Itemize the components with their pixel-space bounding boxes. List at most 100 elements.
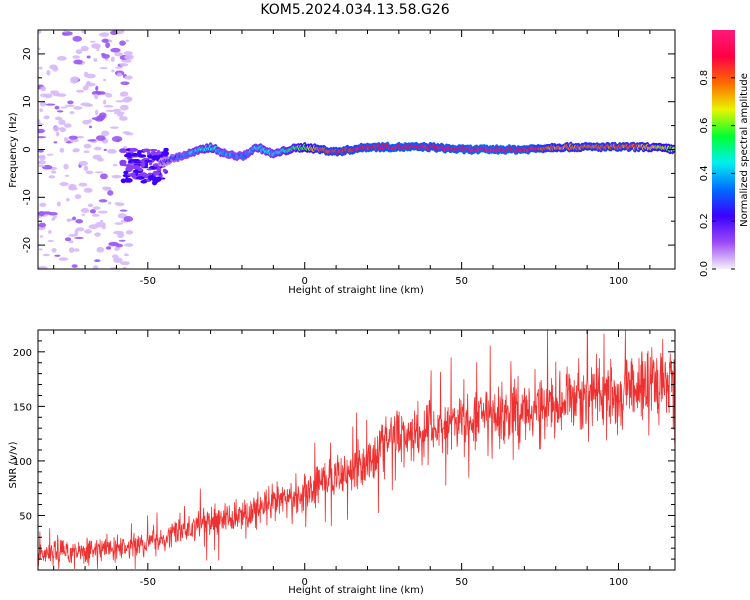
noise-blob — [48, 175, 56, 179]
noise-blob — [91, 43, 101, 49]
noise-blob — [102, 99, 107, 105]
noise-blob — [38, 136, 47, 139]
noise-blob — [83, 165, 89, 172]
noise-blob — [56, 55, 67, 61]
noise-blob — [119, 63, 129, 67]
noise-blob — [129, 147, 139, 152]
noise-blob — [133, 161, 141, 164]
noise-blob — [115, 243, 123, 248]
noise-blob — [108, 201, 112, 205]
noise-blob — [72, 216, 76, 221]
noise-blob — [109, 126, 119, 129]
noise-blob — [72, 35, 83, 42]
noise-blob — [86, 73, 96, 79]
noise-blob — [118, 239, 126, 242]
noise-blob — [55, 131, 60, 137]
noise-blob — [135, 170, 139, 176]
noise-blob — [123, 170, 129, 175]
noise-blob — [95, 135, 106, 141]
noise-blob — [52, 215, 57, 219]
noise-blob — [83, 143, 92, 149]
noise-blob — [42, 253, 50, 257]
noise-blob — [38, 66, 43, 70]
noise-blob — [81, 30, 86, 34]
y-tick-label: 100 — [13, 457, 32, 468]
noise-blob — [123, 216, 134, 222]
y-tick-label: 10 — [22, 95, 33, 108]
noise-blob — [144, 159, 152, 163]
noise-blob — [131, 152, 139, 157]
noise-blob — [111, 136, 123, 142]
noise-blob — [101, 38, 109, 43]
noise-blob — [88, 125, 93, 129]
noise-blob — [52, 65, 59, 72]
noise-blob — [142, 148, 151, 153]
noise-blob — [78, 182, 88, 187]
noise-blob — [119, 40, 126, 46]
noise-blob — [68, 247, 75, 253]
noise-blob — [87, 139, 97, 142]
noise-blob — [64, 104, 75, 108]
noise-blob — [66, 197, 70, 202]
noise-blob — [63, 30, 68, 33]
noise-blob — [119, 148, 127, 154]
snr-xlabel: Height of straight line (km) — [288, 585, 424, 596]
noise-blob — [86, 80, 91, 87]
noise-blob — [74, 236, 84, 239]
noise-blob — [97, 158, 105, 162]
x-tick-label: 0 — [302, 577, 308, 588]
noise-blob — [68, 233, 79, 237]
noise-blob — [91, 213, 100, 217]
noise-blob — [56, 201, 61, 207]
noise-blob — [138, 172, 148, 177]
colorbar: 0.0 0.2 0.4 0.6 0.8 Normalized spectral ampl… — [699, 30, 750, 277]
y-tick-label: 200 — [13, 348, 32, 359]
noise-blob — [117, 232, 125, 239]
noise-blob — [46, 70, 51, 76]
x-tick-label: 0 — [302, 276, 308, 287]
noise-blob — [56, 110, 64, 113]
noise-blob — [76, 135, 85, 139]
noise-blob — [111, 69, 115, 73]
noise-blob — [86, 55, 91, 59]
noise-blob — [137, 154, 147, 158]
noise-blob — [93, 58, 98, 62]
noise-blob — [38, 248, 43, 251]
noise-blob — [114, 202, 120, 205]
x-tick-label: -50 — [140, 577, 156, 588]
noise-blob — [39, 101, 47, 107]
noise-blob — [119, 104, 129, 111]
noise-blob — [122, 266, 127, 269]
noise-blob — [99, 67, 108, 70]
noise-blob — [147, 174, 156, 181]
noise-blob — [115, 100, 125, 103]
noise-blob — [75, 89, 85, 93]
noise-blob — [45, 103, 56, 106]
noise-blob — [110, 47, 121, 53]
noise-blob — [113, 108, 122, 112]
noise-blob — [100, 219, 104, 223]
noise-blob — [53, 126, 60, 132]
noise-blob — [38, 47, 41, 51]
noise-blob — [140, 179, 148, 184]
noise-blob — [94, 146, 102, 151]
colorbar-tick-label: 0.4 — [699, 165, 710, 181]
noise-blob — [125, 230, 133, 235]
noise-blob — [117, 72, 122, 77]
noise-blob — [101, 186, 112, 189]
noise-blob — [75, 219, 84, 224]
noise-blob — [54, 116, 63, 121]
noise-blob — [69, 184, 74, 189]
noise-blob — [75, 49, 83, 55]
noise-blob — [87, 203, 94, 208]
noise-blob — [43, 93, 53, 99]
noise-blob — [78, 160, 88, 166]
noise-blob — [108, 39, 113, 43]
noise-blob — [73, 106, 83, 110]
noise-blob — [120, 92, 124, 97]
noise-blob — [124, 243, 134, 247]
noise-blob — [152, 163, 160, 167]
noise-blob — [111, 174, 122, 179]
noise-blob — [81, 213, 85, 216]
noise-blob — [72, 55, 80, 59]
